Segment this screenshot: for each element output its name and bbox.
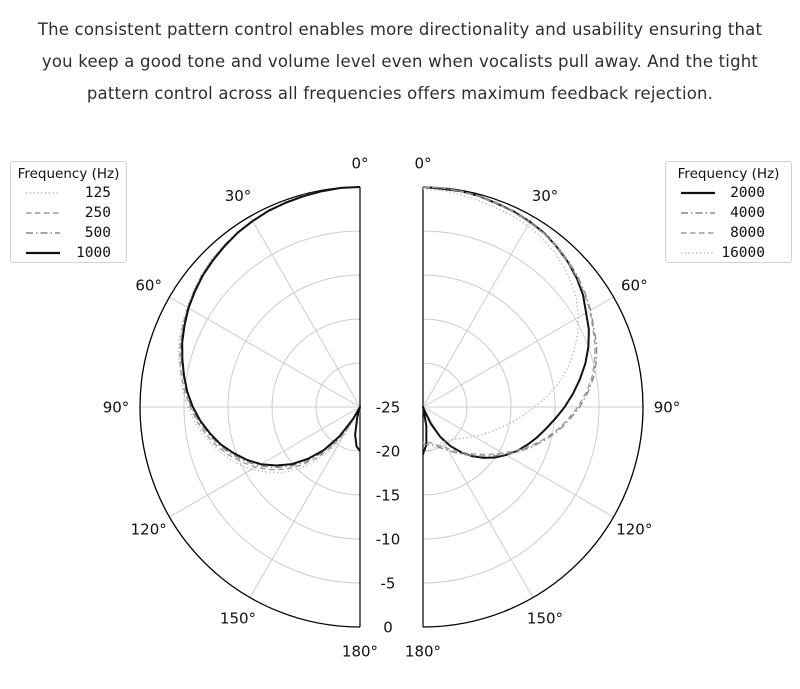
- polar-plot-left: 0° 30° 60° 90° 120° 150° 180°: [103, 154, 378, 660]
- legend-frequency-value: 250: [84, 205, 111, 221]
- legend-entry-125: 125: [11, 183, 126, 203]
- angle-gridline: [169, 296, 361, 408]
- intro-paragraph: The consistent pattern control enables m…: [0, 14, 800, 110]
- series-250-curve: [179, 186, 361, 471]
- legend-entry-4000: 4000: [666, 203, 791, 223]
- legend-frequency-value: 125: [84, 185, 111, 201]
- legend-entry-8000: 8000: [666, 223, 791, 243]
- legend-entry-500: 500: [11, 223, 126, 243]
- angle-gridline: [249, 406, 361, 598]
- series-1000-curve: [181, 186, 361, 467]
- legend-left: Frequency (Hz) 125 250 500 1000: [10, 161, 127, 263]
- series-2000-curve: [422, 186, 590, 459]
- intro-line-2: you keep a good tone and volume level ev…: [41, 52, 759, 71]
- legend-frequency-value: 500: [84, 225, 111, 241]
- angle-tick-label: 90°: [103, 398, 130, 416]
- legend-entry-16000: 16000: [666, 243, 791, 263]
- legend-right: Frequency (Hz) 2000 4000 8000 16000: [665, 161, 792, 263]
- radial-tick-label: -10: [376, 530, 401, 548]
- legend-frequency-value: 2000: [730, 185, 765, 201]
- angle-gridline: [422, 216, 534, 408]
- intro-line-1: The consistent pattern control enables m…: [37, 20, 763, 39]
- angle-tick-label: 150°: [220, 610, 256, 628]
- angle-tick-label: 0°: [351, 154, 368, 172]
- legend-entry-250: 250: [11, 203, 126, 223]
- angle-gridline: [169, 406, 361, 518]
- angle-tick-label: 0°: [414, 154, 431, 172]
- legend-frequency-value: 8000: [730, 225, 765, 241]
- dashdot-line-sample-icon: [26, 232, 60, 234]
- angle-tick-label: 60°: [621, 276, 648, 294]
- angle-gridline: [422, 296, 614, 408]
- angle-tick-label: 30°: [225, 187, 252, 205]
- legend-frequency-value: 4000: [730, 205, 765, 221]
- angle-tick-label: 120°: [131, 520, 167, 538]
- radial-tick-label: -15: [376, 486, 401, 504]
- radial-tick-label: -25: [376, 398, 401, 416]
- angle-tick-label: 180°: [342, 642, 378, 660]
- angle-tick-label: 60°: [135, 276, 162, 294]
- dashed-line-sample-icon: [26, 212, 60, 214]
- legend-entry-2000: 2000: [666, 183, 791, 203]
- angle-tick-label: 30°: [532, 187, 559, 205]
- polar-outline: [422, 186, 644, 628]
- polar-plot-right: 0° 30° 60° 90° 120° 150° 180°: [405, 154, 680, 660]
- dotted-line-sample-icon: [681, 252, 715, 254]
- dashdot-line-sample-icon: [681, 212, 715, 214]
- angle-gridline: [249, 216, 361, 408]
- solid-line-sample-icon: [681, 191, 715, 195]
- radial-tick-label: -5: [381, 574, 396, 592]
- angle-tick-label: 150°: [527, 610, 563, 628]
- radial-tick-labels: -25 -20 -15 -10 -5 0: [376, 398, 401, 636]
- series-500-curve: [180, 186, 361, 469]
- legend-entry-1000: 1000: [11, 243, 126, 263]
- angle-tick-label: 90°: [654, 398, 681, 416]
- dotted-line-sample-icon: [26, 192, 60, 194]
- radial-tick-label: -20: [376, 442, 401, 460]
- legend-title: Frequency (Hz): [677, 166, 780, 182]
- series-8000-curve: [422, 186, 596, 456]
- angle-tick-label: 120°: [616, 520, 652, 538]
- legend-frequency-value: 16000: [721, 245, 765, 261]
- angle-tick-label: 180°: [405, 642, 441, 660]
- angle-gridline: [422, 406, 614, 518]
- dashed-line-sample-icon: [681, 232, 715, 234]
- series-4000-curve: [422, 186, 598, 457]
- polar-outline: [139, 186, 361, 628]
- radial-tick-label: 0: [383, 618, 393, 636]
- legend-title: Frequency (Hz): [17, 166, 120, 182]
- legend-frequency-value: 1000: [76, 245, 111, 261]
- solid-line-sample-icon: [26, 251, 60, 255]
- intro-line-3: pattern control across all frequencies o…: [86, 84, 714, 103]
